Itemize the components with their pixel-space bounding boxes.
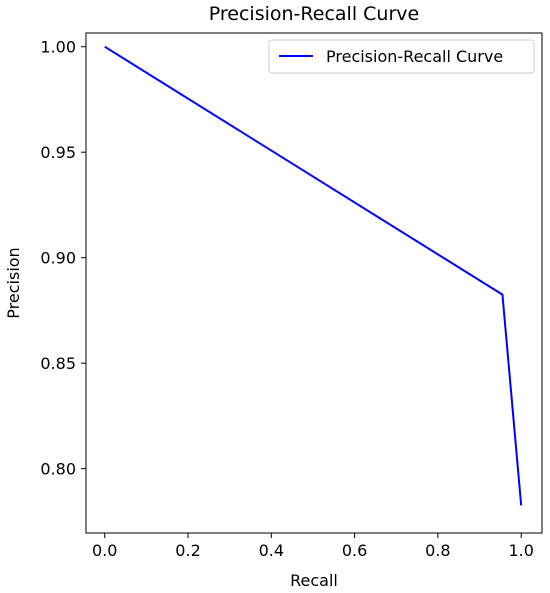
- legend-label: Precision-Recall Curve: [326, 47, 503, 66]
- series-line: [104, 45, 523, 506]
- y-tick-label: 1.00: [40, 38, 76, 57]
- y-tick-label: 0.95: [40, 143, 76, 162]
- legend: Precision-Recall Curve: [268, 39, 535, 74]
- plot-area: [85, 32, 543, 534]
- x-axis-label: Recall: [290, 571, 338, 590]
- x-tick-label: 0.2: [175, 541, 200, 560]
- chart-title: Precision-Recall Curve: [209, 3, 419, 25]
- x-tick-label: 1.0: [508, 541, 533, 560]
- x-tick-label: 0.6: [342, 541, 367, 560]
- y-axis-label: Precision: [4, 247, 23, 318]
- x-tick-label: 0.0: [92, 541, 117, 560]
- y-tick-label: 0.90: [40, 249, 76, 268]
- series-layer: [104, 45, 523, 506]
- legend-box: [268, 39, 535, 74]
- x-tick-label: 0.8: [425, 541, 450, 560]
- y-tick-label: 0.80: [40, 460, 76, 479]
- plot-frame: [85, 32, 543, 534]
- x-axis-ticks: 0.0 0.2 0.4 0.6 0.8 1.0: [92, 533, 534, 560]
- y-tick-label: 0.85: [40, 354, 76, 373]
- x-tick-label: 0.4: [259, 541, 284, 560]
- y-axis-ticks: 0.80 0.85 0.90 0.95 1.00: [40, 38, 86, 479]
